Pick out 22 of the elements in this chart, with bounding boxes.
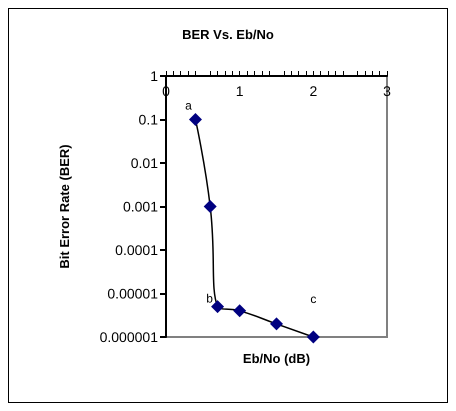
- y-axis-title: Bit Error Rate (BER): [57, 144, 72, 269]
- annotation: b: [206, 292, 214, 306]
- x-tick-label: 3: [383, 83, 392, 99]
- x-tick-label: 2: [309, 83, 318, 99]
- y-tick-label: 1: [150, 68, 158, 84]
- point: [306, 330, 320, 344]
- point: [188, 113, 202, 126]
- annotation: c: [310, 292, 316, 306]
- y-tick-label: 0.00001: [107, 286, 158, 302]
- annotation: a: [185, 98, 192, 112]
- y-tick-label: 0.1: [138, 112, 158, 128]
- y-tick-label: 0.0001: [115, 242, 158, 258]
- point: [204, 200, 217, 213]
- y-tick-label: 0.001: [122, 198, 158, 214]
- y-tick-label: 0.000001: [100, 329, 158, 345]
- point: [270, 317, 283, 330]
- y-tick-label: 0.01: [130, 155, 158, 171]
- point: [211, 300, 224, 314]
- x-tick-label: 1: [236, 83, 244, 99]
- point: [233, 304, 246, 318]
- chart-title: BER Vs. Eb/No: [182, 27, 274, 42]
- x-axis-title: Eb/No (dB): [242, 351, 310, 366]
